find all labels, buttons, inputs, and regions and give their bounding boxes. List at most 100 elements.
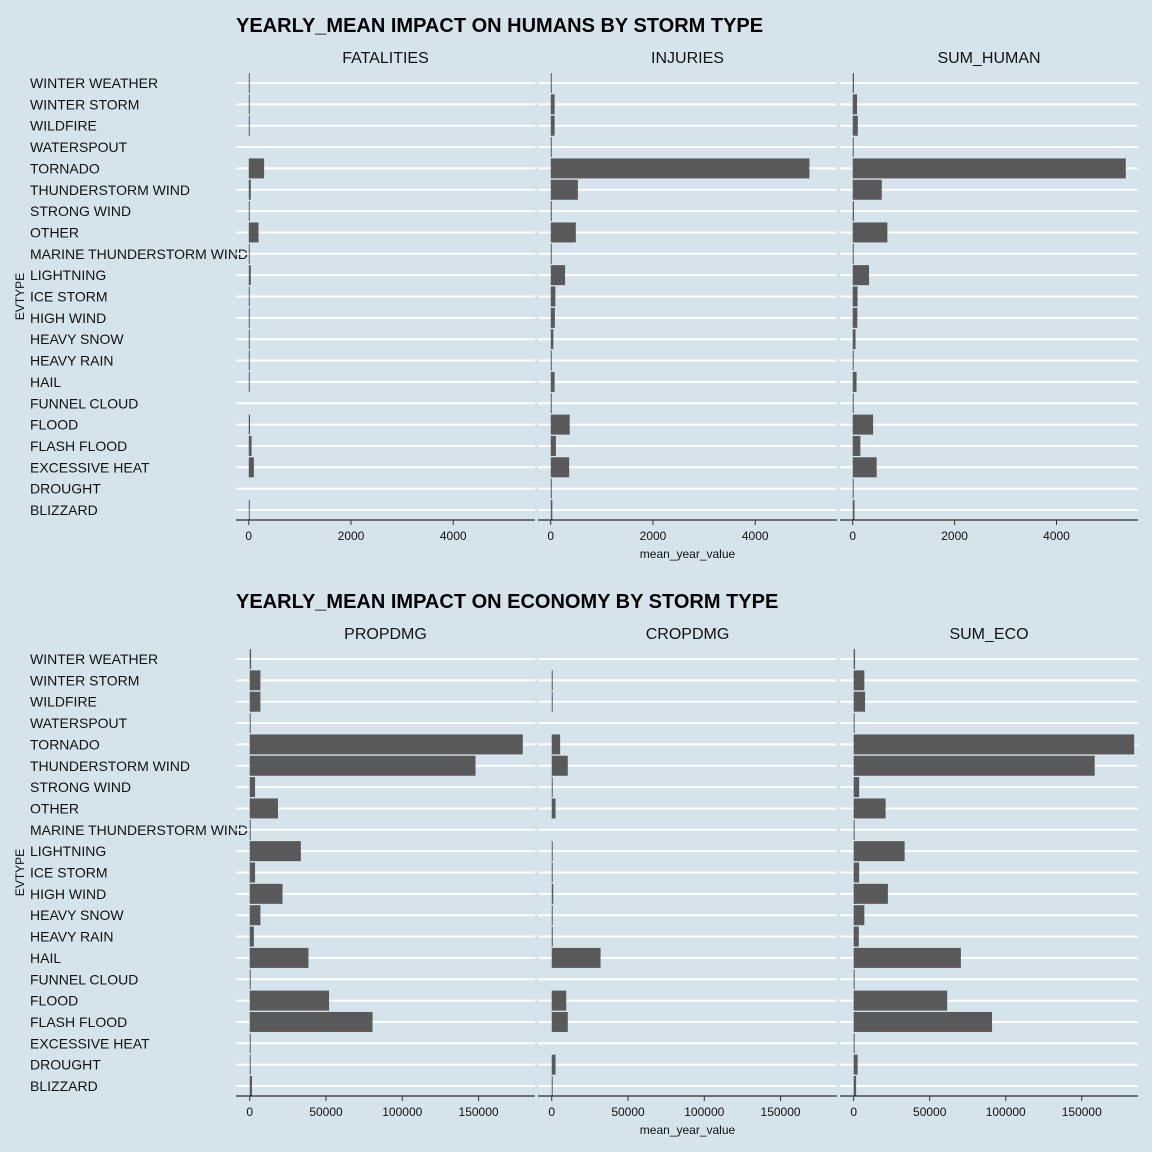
bar-sum-eco-excessive-heat [853, 1033, 855, 1054]
bar-fatalities-flash-flood [248, 435, 252, 456]
bar-sum-eco-flash-flood [853, 1011, 993, 1032]
bar-sum-human-other [852, 222, 888, 243]
bar-propdmg-other [249, 798, 278, 819]
bar-cropdmg-hail [551, 947, 601, 968]
category-label-funnel-cloud: FUNNEL CLOUD [30, 971, 138, 987]
bar-propdmg-blizzard [249, 1076, 253, 1096]
bar-cropdmg-high-wind [551, 883, 554, 904]
bar-propdmg-waterspout [249, 713, 251, 734]
bar-sum-eco-hail [853, 947, 961, 968]
bar-propdmg-wildfire [249, 691, 261, 712]
panel-strip-label: INJURIES [651, 50, 724, 67]
bar-fatalities-winter-storm [248, 94, 250, 115]
bar-sum-human-funnel-cloud [852, 393, 854, 414]
chart-humans: YEARLY_MEAN IMPACT ON HUMANS BY STORM TY… [13, 15, 1138, 561]
bar-fatalities-tornado [248, 158, 265, 179]
bar-propdmg-heavy-snow [249, 905, 261, 926]
bar-propdmg-strong-wind [249, 777, 256, 798]
x-tick-label: 2000 [338, 529, 365, 543]
category-label-ice-storm: ICE STORM [30, 865, 108, 881]
bar-sum-eco-tornado [853, 734, 1135, 755]
bar-sum-human-strong-wind [852, 201, 855, 222]
category-label-flood: FLOOD [30, 417, 78, 433]
bar-sum-human-flash-flood [852, 435, 861, 456]
category-label-excessive-heat: EXCESSIVE HEAT [30, 1035, 150, 1051]
category-label-winter-storm: WINTER STORM [30, 96, 139, 112]
bar-propdmg-ice-storm [249, 862, 256, 883]
category-label-tornado: TORNADO [30, 736, 100, 752]
bar-sum-human-tornado [852, 158, 1126, 179]
bar-fatalities-blizzard [248, 500, 250, 520]
bar-sum-eco-wildfire [853, 691, 866, 712]
x-tick-label: 0 [246, 1105, 253, 1119]
bar-injuries-thunderstorm-wind [550, 179, 578, 200]
category-label-drought: DROUGHT [30, 1057, 101, 1073]
category-label-excessive-heat: EXCESSIVE HEAT [30, 459, 150, 475]
bar-sum-human-flood [852, 414, 874, 435]
bar-sum-eco-heavy-rain [853, 926, 859, 947]
panel-strip-label: FATALITIES [342, 50, 429, 67]
bar-propdmg-funnel-cloud [249, 969, 251, 990]
bar-injuries-flood [550, 414, 570, 435]
category-label-strong-wind: STRONG WIND [30, 779, 131, 795]
category-label-other: OTHER [30, 800, 79, 816]
x-tick-label: 0 [245, 529, 252, 543]
bar-fatalities-other [248, 222, 259, 243]
bar-propdmg-excessive-heat [249, 1033, 251, 1054]
bar-cropdmg-heavy-snow [551, 905, 553, 926]
bar-sum-human-heavy-rain [852, 350, 854, 371]
bar-injuries-blizzard [550, 500, 553, 520]
bar-fatalities-hail [248, 371, 250, 392]
bar-propdmg-flood [249, 990, 330, 1011]
category-label-wildfire: WILDFIRE [30, 118, 97, 134]
bar-propdmg-lightning [249, 841, 301, 862]
bar-sum-human-wildfire [852, 115, 858, 136]
category-label-high-wind: HIGH WIND [30, 310, 106, 326]
bar-injuries-excessive-heat [550, 457, 570, 478]
bar-cropdmg-blizzard [551, 1076, 553, 1096]
bar-sum-eco-ice-storm [853, 862, 860, 883]
x-tick-label: 100000 [382, 1105, 422, 1119]
bar-sum-eco-other [853, 798, 886, 819]
bar-injuries-funnel-cloud [550, 393, 552, 414]
bar-fatalities-flood [248, 414, 251, 435]
bar-cropdmg-flood [551, 990, 567, 1011]
x-tick-label: 4000 [1043, 529, 1070, 543]
x-tick-label: 100000 [986, 1105, 1026, 1119]
bar-sum-human-waterspout [852, 137, 854, 158]
x-axis-title: mean_year_value [640, 547, 736, 561]
bar-sum-human-hail [852, 371, 857, 392]
bar-fatalities-thunderstorm-wind [248, 179, 251, 200]
category-label-heavy-snow: HEAVY SNOW [30, 331, 124, 347]
category-label-hail: HAIL [30, 950, 61, 966]
bar-sum-eco-heavy-snow [853, 905, 865, 926]
bar-fatalities-lightning [248, 265, 251, 286]
bar-cropdmg-tornado [551, 734, 561, 755]
bar-sum-eco-flood [853, 990, 948, 1011]
bar-injuries-heavy-snow [550, 329, 554, 350]
bar-injuries-marine-thunderstorm-wind [550, 243, 552, 264]
category-label-flash-flood: FLASH FLOOD [30, 1014, 127, 1030]
category-label-drought: DROUGHT [30, 481, 101, 497]
category-label-winter-storm: WINTER STORM [30, 672, 139, 688]
category-label-marine-thunderstorm-wind: MARINE THUNDERSTORM WIND [30, 246, 248, 262]
bar-sum-eco-lightning [853, 841, 905, 862]
bar-sum-human-thunderstorm-wind [852, 179, 882, 200]
bar-cropdmg-other [551, 798, 556, 819]
y-axis-title: EVTYPE [13, 849, 27, 896]
bar-cropdmg-heavy-rain [551, 926, 553, 947]
bar-sum-human-winter-storm [852, 94, 858, 115]
category-label-funnel-cloud: FUNNEL CLOUD [30, 395, 138, 411]
bar-sum-eco-winter-weather [853, 649, 856, 669]
bar-injuries-wildfire [550, 115, 555, 136]
bar-injuries-high-wind [550, 307, 555, 328]
x-axis-title: mean_year_value [640, 1123, 736, 1137]
category-label-flood: FLOOD [30, 993, 78, 1009]
bar-sum-human-excessive-heat [852, 457, 877, 478]
x-tick-label: 50000 [611, 1105, 645, 1119]
category-label-marine-thunderstorm-wind: MARINE THUNDERSTORM WIND [30, 822, 248, 838]
panel-strip-label: SUM_ECO [949, 626, 1028, 643]
category-label-heavy-rain: HEAVY RAIN [30, 353, 114, 369]
category-label-other: OTHER [30, 224, 79, 240]
